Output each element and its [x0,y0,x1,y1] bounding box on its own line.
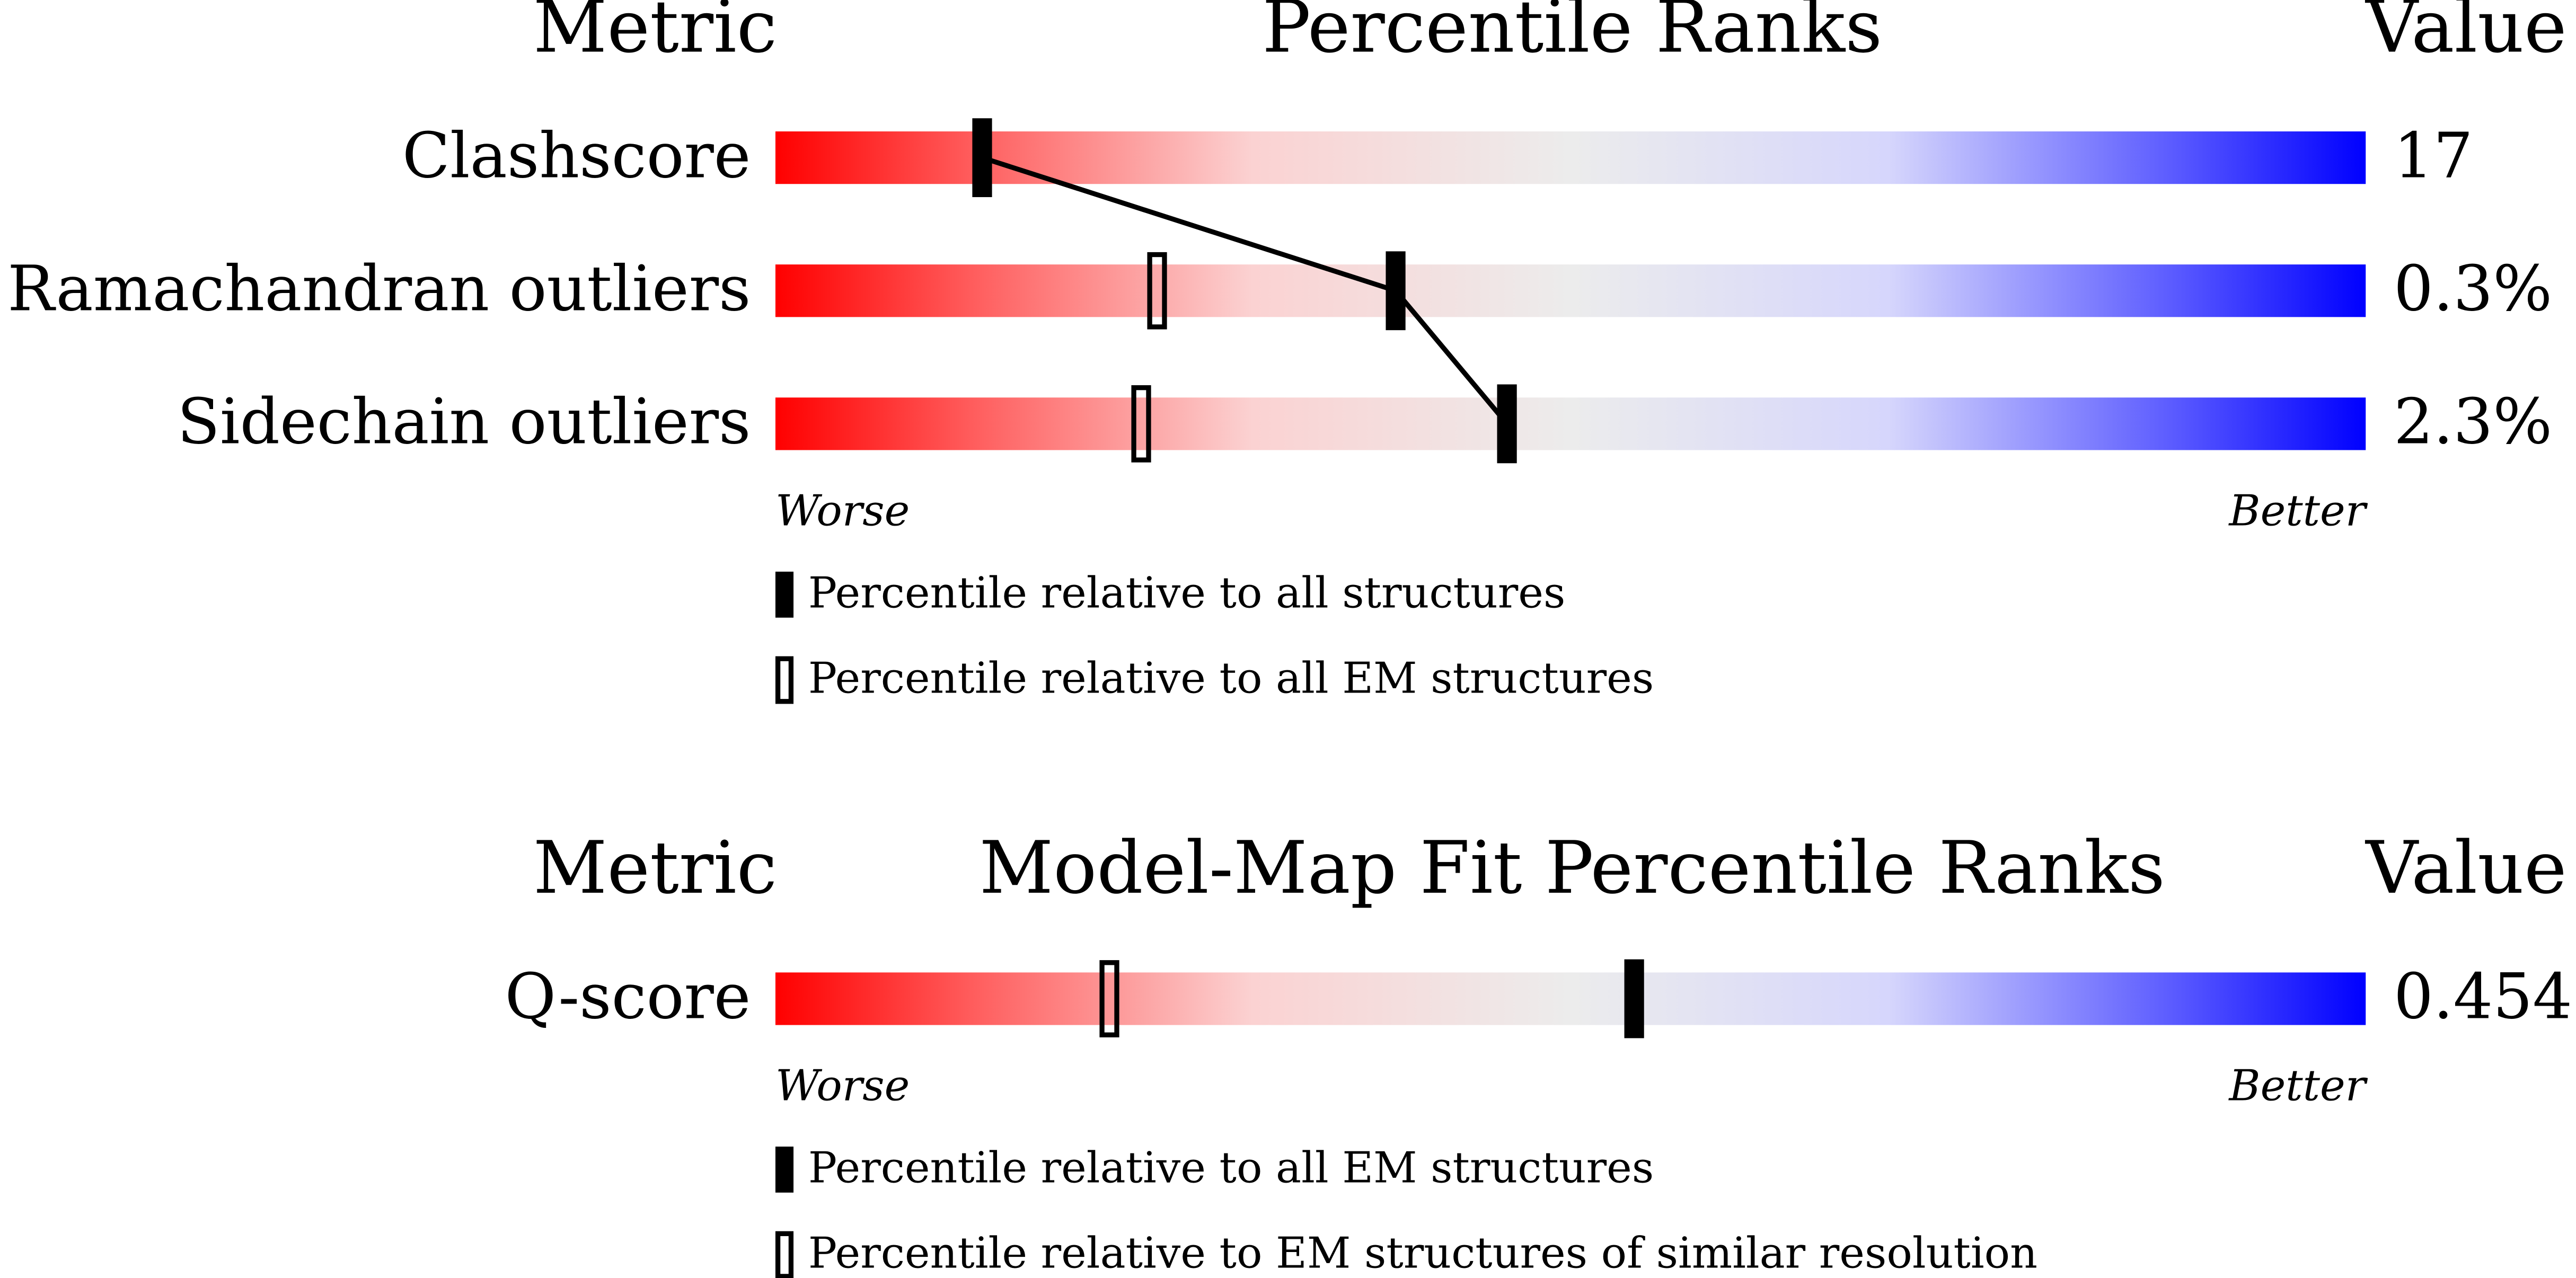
metric-value: 2.3% [2394,386,2552,458]
percentile-marker-open [1131,385,1151,463]
legend-key [775,1231,794,1278]
panel-title: Model-Map Fit Percentile Ranks [980,826,2165,910]
metric-value: 17 [2394,119,2473,192]
slider-bar [775,264,2366,317]
legend-key [775,1146,794,1193]
panel-title: Percentile Ranks [1262,0,1882,69]
metric-label: Clashscore [402,119,751,192]
value-header: Value [2365,826,2566,910]
metric-label: Q-score [505,961,751,1033]
percentile-marker [1386,251,1406,331]
metric-value: 0.454 [2394,961,2572,1033]
legend-label: Percentile relative to all structures [808,568,1565,618]
percentile-marker [1497,384,1517,464]
value-header: Value [2365,0,2566,69]
legend-label: Percentile relative to all EM structures [808,1143,1654,1193]
legend-key [775,656,794,704]
metric-value: 0.3% [2394,253,2552,325]
better-label: Better [2228,1061,2368,1111]
legend-label: Percentile relative to EM structures of … [808,1229,2037,1278]
slider-bar [775,397,2366,450]
worse-label: Worse [775,486,910,536]
legend-label: Percentile relative to all EM structures [808,654,1654,704]
percentile-marker [1624,959,1644,1039]
better-label: Better [2228,486,2368,536]
slider-bar [775,972,2366,1025]
slider-bar [775,131,2366,184]
metric-header: Metric [533,826,777,910]
metric-label: Ramachandran outliers [7,253,751,325]
metric-label: Sidechain outliers [177,386,751,458]
legend-key [775,571,794,618]
metric-header: Metric [533,0,777,69]
percentile-marker [972,118,992,198]
percentile-marker-open [1099,960,1119,1037]
percentile-marker-open [1147,252,1167,330]
worse-label: Worse [775,1061,910,1111]
